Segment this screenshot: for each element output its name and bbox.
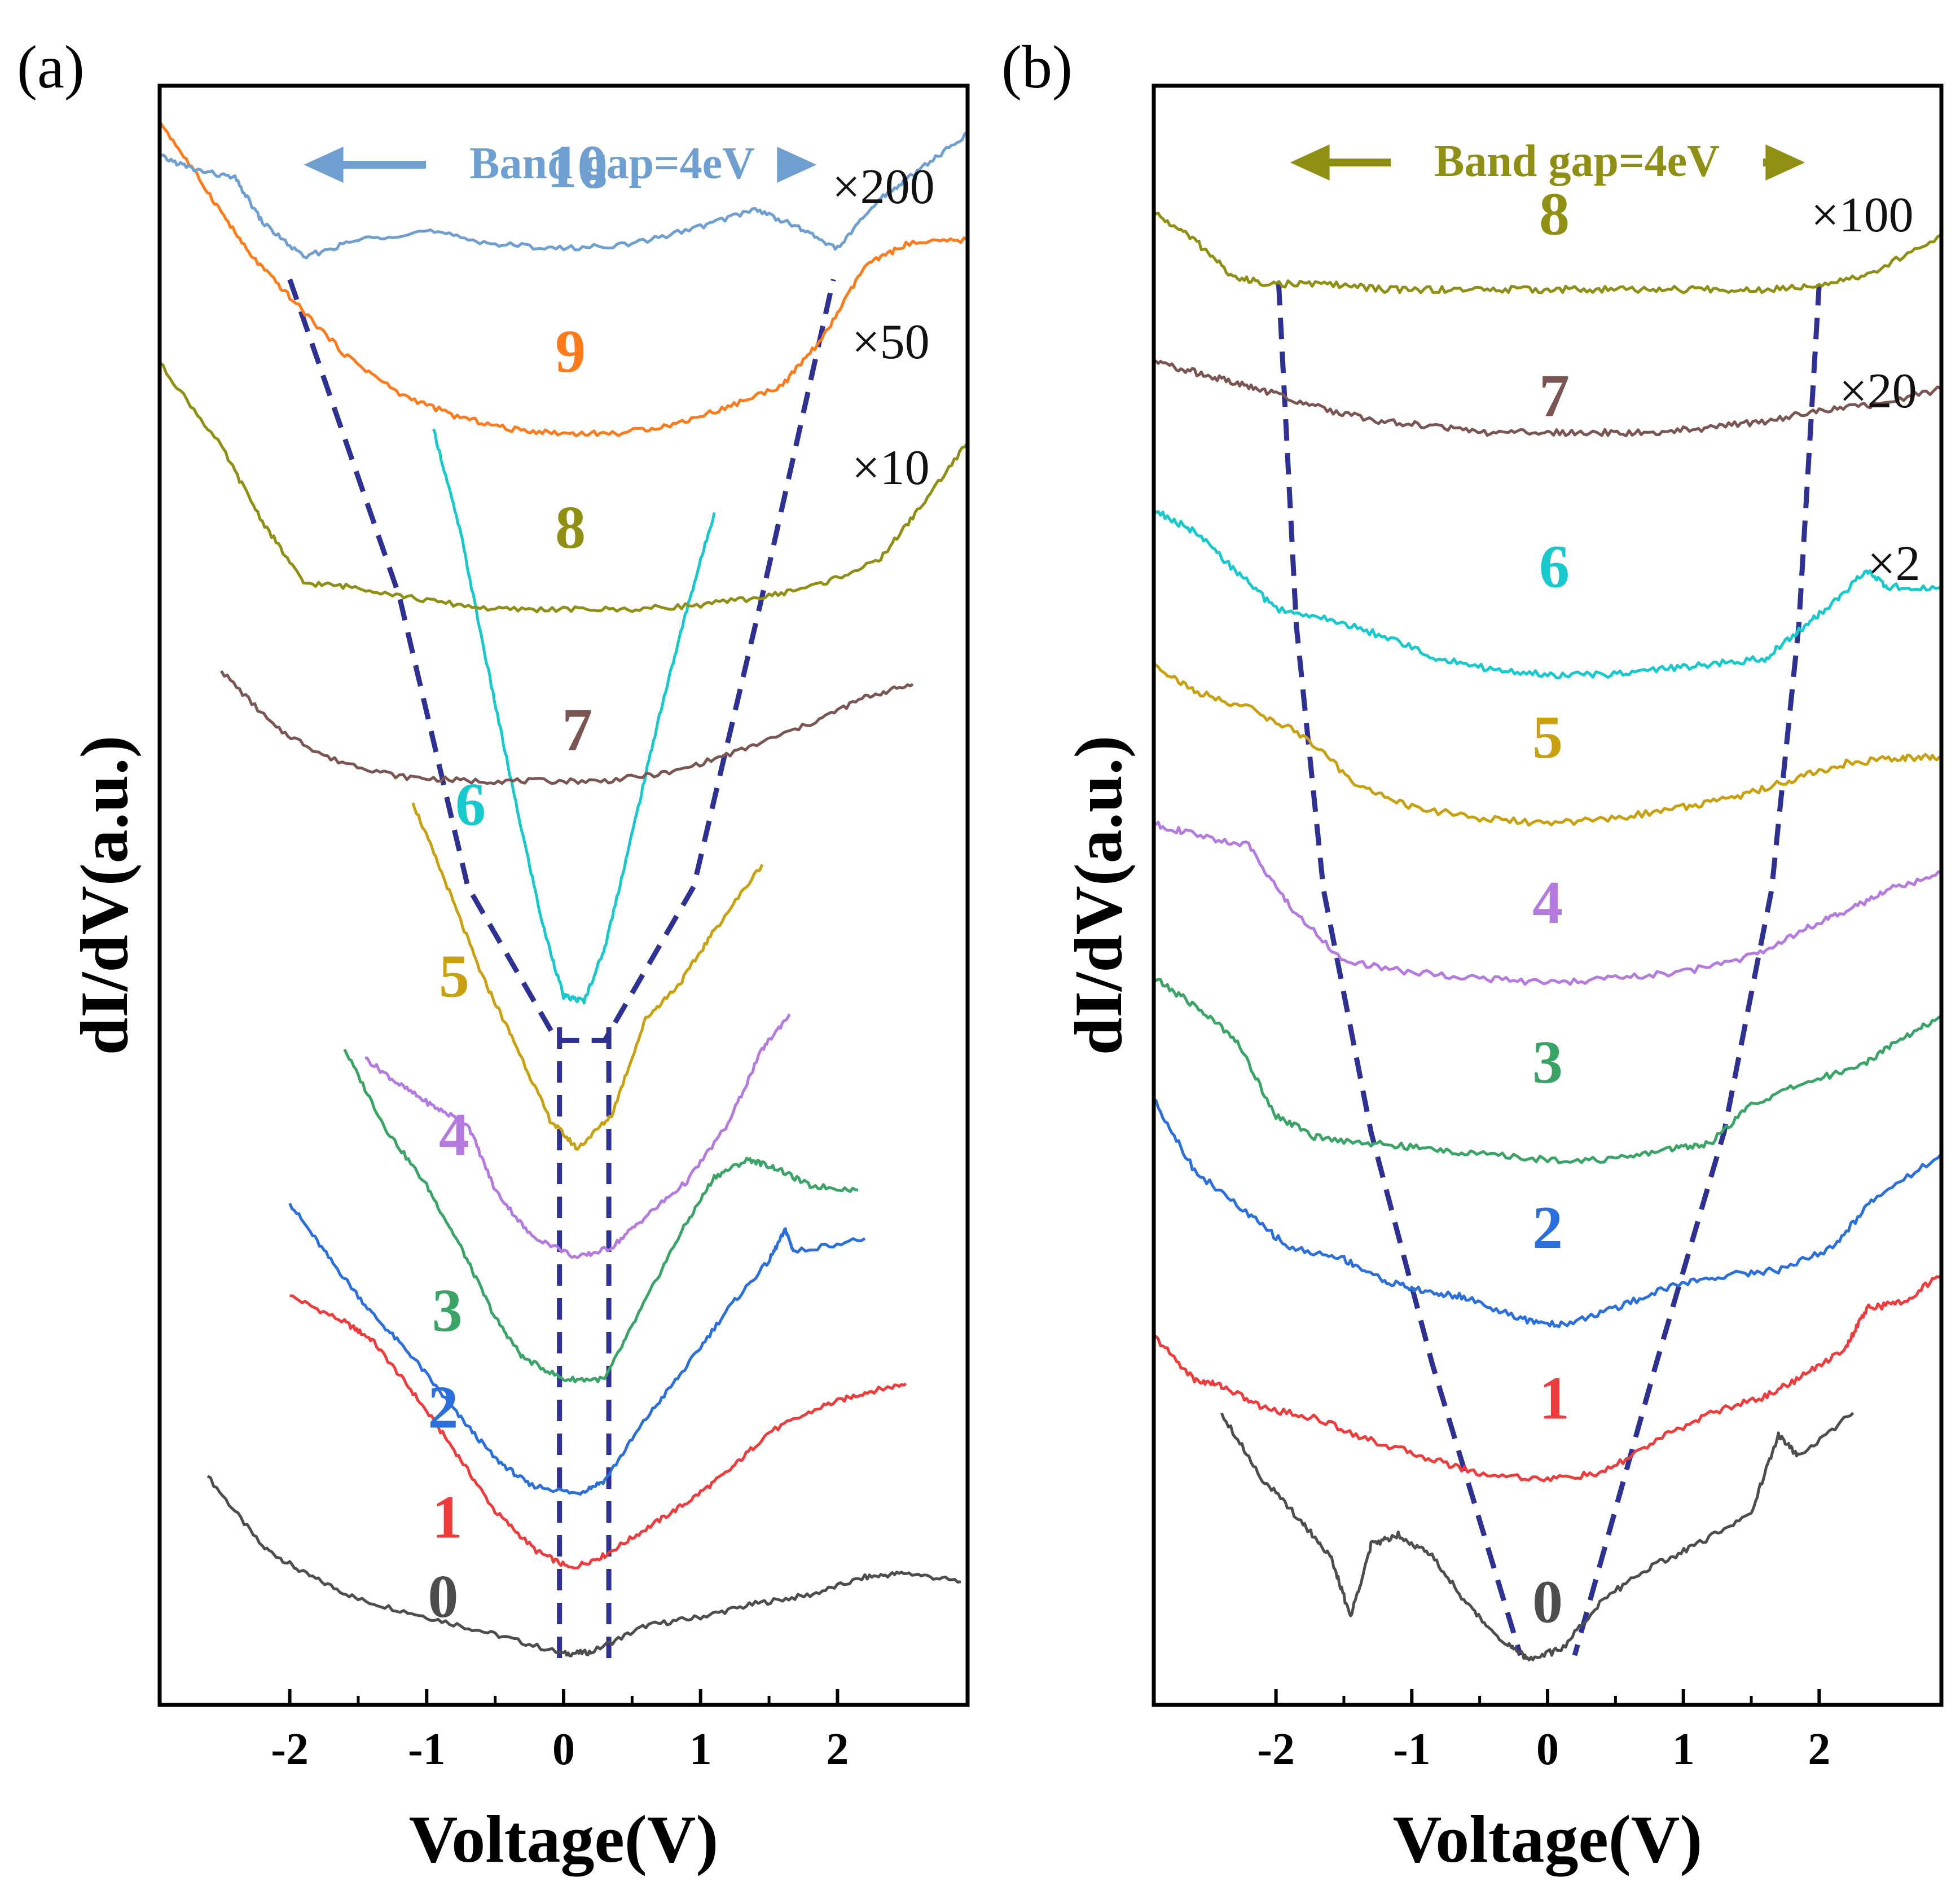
panel-a-x-tick-label-0: -2 bbox=[271, 1725, 309, 1774]
panel-a-scale-x200: ×200 bbox=[832, 160, 935, 214]
panel-a-series-7-line bbox=[220, 670, 914, 785]
panel-a-x-tick-label-2: 0 bbox=[552, 1725, 575, 1774]
panel-a-x-tick-label-3: 1 bbox=[689, 1725, 712, 1774]
panel-a-series-9-label: 9 bbox=[555, 318, 586, 385]
panel-b-series-5-line bbox=[1153, 662, 1942, 827]
panel-a-tag: (a) bbox=[17, 34, 85, 101]
panel-a-scale-x50: ×50 bbox=[852, 315, 930, 370]
panel-b-series-7-label: 7 bbox=[1539, 363, 1570, 430]
panel-b-series-2-line bbox=[1153, 1098, 1943, 1329]
panel-b-series-1-line bbox=[1153, 1274, 1943, 1483]
panel-a-series-2-label: 2 bbox=[428, 1374, 458, 1441]
panel-b-scale-x2: ×2 bbox=[1867, 537, 1921, 591]
panel-b-series-6-line bbox=[1153, 509, 1942, 680]
panel-b-tag: (b) bbox=[1001, 34, 1073, 101]
panel-b-curve-labels: 0 1 2 3 4 5 6 7 8 bbox=[1532, 181, 1570, 1636]
panel-a-guide-lines bbox=[287, 278, 836, 1670]
panel-b-guide-line-1 bbox=[1572, 284, 1822, 1656]
panel-b-x-tick-label-2: 0 bbox=[1536, 1725, 1559, 1774]
panel-b: (b) 0 1 2 3 4 5 6 7 8 Band gap=4eV ×100 ×20 ×2 -… bbox=[1001, 34, 1944, 1877]
panel-a-series-6-label: 6 bbox=[455, 771, 486, 838]
panel-a-series-4-line bbox=[364, 1013, 791, 1259]
panel-a-series-6-line bbox=[432, 428, 716, 1005]
panel-a-y-axis-label: dI/dV(a.u.) bbox=[67, 736, 142, 1056]
panel-b-series-7-line bbox=[1153, 359, 1943, 438]
panel-b-series-3-label: 3 bbox=[1532, 1029, 1563, 1096]
panel-b-scale-x20: ×20 bbox=[1839, 364, 1917, 419]
panel-b-scale-labels: ×100 ×20 ×2 bbox=[1811, 188, 1921, 591]
panel-b-x-axis-ticks: -2 -1 0 1 2 bbox=[1257, 1689, 1830, 1774]
panel-a-series-0-line bbox=[206, 1475, 961, 1658]
panel-a-series-5-label: 5 bbox=[439, 943, 469, 1010]
panel-a-band-gap-label: Band gap=4eV bbox=[469, 139, 755, 188]
panel-b-series-4-line bbox=[1153, 820, 1943, 986]
panel-b-series-6-label: 6 bbox=[1539, 533, 1570, 600]
panel-b-series-0-line bbox=[1220, 1412, 1854, 1661]
panel-b-band-gap-annotation: Band gap=4eV bbox=[1290, 137, 1805, 186]
panel-b-x-axis-label: Voltage(V) bbox=[1393, 1801, 1703, 1877]
panel-a-series-8-line bbox=[159, 362, 969, 614]
panel-b-x-tick-label-0: -2 bbox=[1257, 1725, 1295, 1774]
panel-b-x-tick-label-1: -1 bbox=[1393, 1725, 1431, 1774]
panel-a-series-7-label: 7 bbox=[562, 697, 592, 764]
panel-a-series-1-line bbox=[289, 1294, 907, 1570]
panel-b-series-8-line bbox=[1153, 211, 1943, 294]
panel-b-series-4-label: 4 bbox=[1532, 869, 1563, 937]
panel-b-band-gap-label: Band gap=4eV bbox=[1434, 137, 1720, 186]
panel-a-scale-x10: ×10 bbox=[852, 441, 930, 495]
panel-a-series-3-label: 3 bbox=[432, 1277, 463, 1344]
panel-b-y-axis-label: dI/dV(a.u.) bbox=[1061, 736, 1136, 1056]
panel-a-series-3-line bbox=[343, 1048, 859, 1383]
panel-a-curve-labels: 0 1 2 3 4 5 6 7 8 9 10 bbox=[428, 133, 608, 1630]
panel-a-x-axis-ticks: -2 -1 0 1 2 bbox=[271, 1689, 849, 1774]
panel-a-series-1-label: 1 bbox=[432, 1484, 463, 1551]
panel-a-series-10-line bbox=[159, 132, 968, 260]
panel-a-band-gap-arrow-right-head bbox=[777, 147, 817, 183]
panel-a-series-0-label: 0 bbox=[428, 1563, 458, 1630]
panel-a-guide-line-0 bbox=[287, 278, 836, 1043]
panel-a-x-tick-label-4: 2 bbox=[826, 1725, 849, 1774]
panel-a-band-gap-arrow-left-head bbox=[304, 147, 344, 183]
panel-a-series-2-line bbox=[288, 1202, 866, 1496]
panel-b-series-0-label: 0 bbox=[1532, 1569, 1563, 1636]
panel-a-band-gap-annotation: Band gap=4eV bbox=[304, 139, 817, 188]
panel-a-scale-labels: ×200 ×50 ×10 bbox=[832, 160, 935, 495]
panel-a-x-tick-label-1: -1 bbox=[408, 1725, 446, 1774]
panel-b-curves bbox=[1153, 211, 1943, 1661]
panel-b-series-2-label: 2 bbox=[1532, 1194, 1563, 1261]
panel-a-series-8-label: 8 bbox=[555, 494, 586, 561]
panel-b-scale-x100: ×100 bbox=[1811, 188, 1914, 243]
panel-b-series-1-label: 1 bbox=[1539, 1365, 1570, 1432]
panel-b-band-gap-arrow-right-head bbox=[1765, 144, 1805, 181]
panel-a-series-9-line bbox=[158, 120, 969, 438]
panel-b-series-5-label: 5 bbox=[1532, 704, 1563, 771]
panel-b-series-3-line bbox=[1153, 977, 1942, 1164]
panel-a-series-10-label: 10 bbox=[547, 133, 608, 200]
panel-b-guide-lines bbox=[1276, 284, 1822, 1656]
panel-b-series-8-label: 8 bbox=[1539, 181, 1570, 248]
panel-b-band-gap-arrow-left-head bbox=[1290, 144, 1330, 181]
panel-b-guide-line-0 bbox=[1276, 284, 1523, 1656]
panel-b-x-tick-label-3: 1 bbox=[1672, 1725, 1695, 1774]
panel-b-x-tick-label-4: 2 bbox=[1808, 1725, 1830, 1774]
panel-a-x-axis-label: Voltage(V) bbox=[409, 1801, 719, 1877]
panel-a-curves bbox=[158, 120, 969, 1658]
panel-a-series-4-label: 4 bbox=[439, 1101, 469, 1168]
panel-a-series-5-line bbox=[411, 802, 764, 1151]
